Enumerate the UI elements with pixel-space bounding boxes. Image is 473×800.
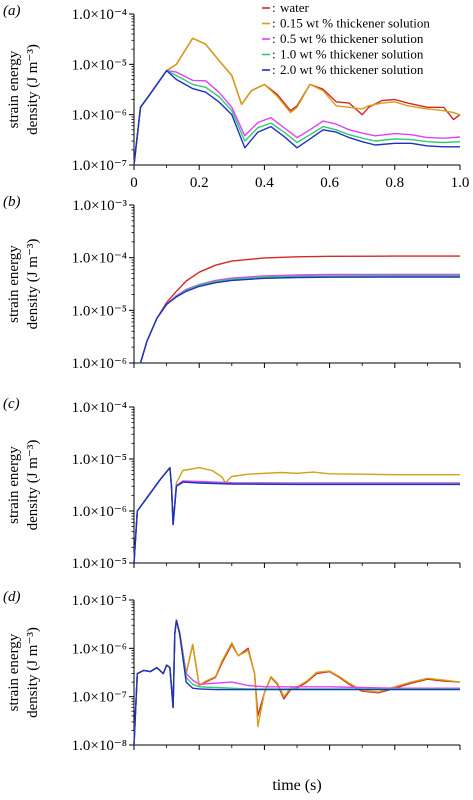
y-tick-label: 1.0×10⁻⁷ (72, 690, 127, 706)
series-line-20-wt-thickener-solution (139, 276, 460, 364)
panel-label: (d) (3, 589, 21, 605)
legend-separator: : (272, 47, 276, 62)
panel-label: (b) (3, 194, 21, 210)
y-tick-label: 1.0×10⁻⁵ (72, 593, 127, 609)
x-tick-label: 1.0 (451, 175, 470, 191)
y-axis-label: strain energy (6, 245, 22, 323)
x-tick-label: 0.6 (320, 175, 339, 191)
y-tick-label: 1.0×10⁻⁴ (72, 7, 127, 23)
x-tick-label: 0.4 (255, 175, 274, 191)
y-axis-label: density (J m⁻³) (25, 627, 41, 718)
panel-d: 1.0×10⁻⁸ 1.0×10⁻⁷ 1.0×10⁻⁶ 1.0×10⁻⁵ (d) strai… (3, 589, 461, 754)
y-axis-label: strain energy (6, 446, 22, 524)
y-tick-label: 1.0×10⁻⁶ (72, 641, 127, 657)
y-tick-label: 1.0×10⁻⁸ (72, 738, 127, 754)
series-line-015-wt-thickener-solution (133, 619, 461, 746)
x-tick-label: 0.8 (385, 175, 404, 191)
y-tick-label: 1.0×10⁻⁴ (72, 400, 127, 416)
series-line-20-wt-thickener-solution (133, 619, 460, 746)
y-axis-label: strain energy (6, 633, 22, 711)
x-axis-label: time (s) (272, 777, 321, 794)
y-axis-label: density (J m⁻³) (25, 44, 41, 135)
y-tick-label: 1.0×10⁻⁵ (72, 303, 127, 319)
legend-separator: : (272, 62, 276, 77)
series-line-water (139, 255, 460, 364)
panel-b: 1.0×10⁻⁶ 1.0×10⁻⁵ 1.0×10⁻⁴ 1.0×10⁻³ (b) strai… (3, 194, 461, 372)
y-axis-label: density (J m⁻³) (25, 239, 41, 330)
series-line-10-wt-thickener-solution (139, 275, 460, 364)
y-tick-label: 1.0×10⁻⁵ (72, 57, 127, 73)
y-tick-label: 1.0×10⁻⁶ (72, 108, 127, 124)
legend-label: water (280, 0, 310, 15)
legend-label: 1.0 wt % thickener solution (280, 47, 424, 62)
y-tick-label: 1.0×10⁻⁵ (72, 556, 127, 572)
legend-label: 2.0 wt % thickener solution (280, 62, 424, 77)
x-tick-label: 0 (130, 175, 138, 191)
y-tick-label: 1.0×10⁻⁶ (72, 356, 127, 372)
series-line-015-wt-thickener-solution (133, 37, 461, 166)
legend-label: 0.5 wt % thickener solution (280, 31, 424, 46)
y-tick-label: 1.0×10⁻⁶ (72, 504, 127, 520)
series-line-20-wt-thickener-solution (133, 69, 460, 166)
y-tick-label: 1.0×10⁻⁴ (72, 251, 127, 267)
legend-separator: : (272, 31, 276, 46)
legend-label: 0.15 wt % thickener solution (280, 16, 430, 31)
panel-label: (a) (3, 3, 21, 19)
series-line-05-wt-thickener-solution (139, 273, 460, 364)
y-tick-label: 1.0×10⁻⁵ (72, 452, 127, 468)
x-tick-label: 0.2 (190, 175, 209, 191)
y-axis-label: density (J m⁻³) (25, 440, 41, 531)
legend-separator: : (272, 0, 276, 15)
y-tick-label: 1.0×10⁻³ (72, 198, 127, 214)
series-line-05-wt-thickener-solution (133, 69, 461, 166)
panel-label: (c) (3, 396, 20, 412)
series-line-10-wt-thickener-solution (133, 69, 461, 166)
y-tick-label: 1.0×10⁻⁷ (72, 158, 127, 174)
panel-c: 1.0×10⁻⁵ 1.0×10⁻⁶ 1.0×10⁻⁵ 1.0×10⁻⁴ (c) strai… (3, 396, 461, 572)
y-axis-label: strain energy (6, 50, 22, 128)
panel-a: 1.0×10⁻⁷ 1.0×10⁻⁶ 1.0×10⁻⁵ 1.0×10⁻⁴ 0 0.2 0.4 0… (3, 3, 469, 191)
legend: : water: 0.15 wt % thickener solution: 0.5 … (262, 0, 430, 77)
series-line-20-wt-thickener-solution (133, 467, 460, 564)
legend-separator: : (272, 16, 276, 31)
